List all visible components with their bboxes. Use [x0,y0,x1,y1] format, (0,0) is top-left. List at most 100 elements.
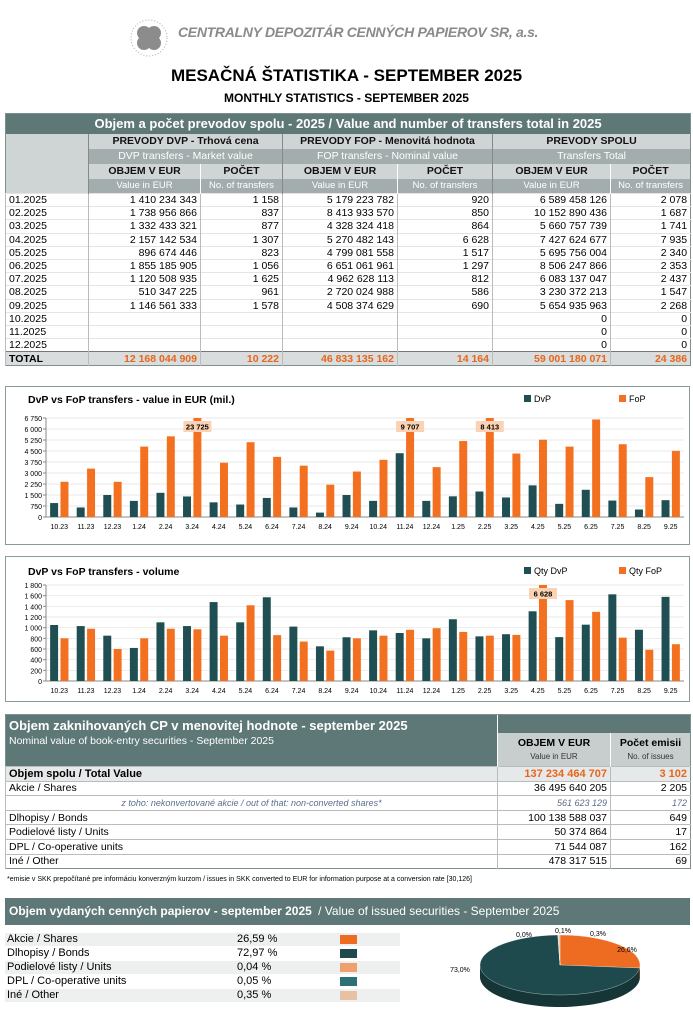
x-tick-label: 1.24 [132,524,146,531]
bar [395,633,404,681]
bar [379,635,388,681]
bar [50,625,59,681]
cell-value: 877 [200,219,283,234]
row-label: Objem spolu / Total Value [5,766,498,782]
group-name: PREVODY DVP - Trhová cena [88,133,283,149]
cell-value [397,338,493,352]
cell-value: 1 517 [397,245,493,260]
bar [592,419,601,517]
cell-value: 0 [609,324,691,339]
x-tick-label: 7.25 [611,524,625,531]
transfers-table: Objem a počet prevodov spolu - 2025 / Va… [5,113,692,367]
x-tick-label: 12.23 [104,524,122,531]
cell-value: 1 120 508 935 [88,272,201,286]
value-label-bg [183,421,212,432]
bar [432,628,441,681]
cell-value: 1 158 [200,192,283,207]
col-head: Počet emisii [619,737,682,750]
row-label: 09.2025 [5,298,89,313]
cell-value: 2 268 [609,298,691,313]
legend-swatch [340,963,357,972]
y-tick-label: 1 200 [24,615,42,622]
cell-value: 0 [492,311,611,326]
cell-value: 510 347 225 [88,285,201,299]
bar [671,450,680,517]
row-value: 26,59 % [237,933,278,945]
cell-value [200,324,283,339]
bar [645,649,654,681]
cell-value: 837 [200,206,283,220]
x-tick-label: 6.24 [265,524,279,531]
cell-value: 812 [397,272,493,286]
legend-swatch [619,567,626,574]
row-label: 06.2025 [5,258,89,273]
bar [342,495,351,517]
col-header: Počet emisii No. of issues [610,732,691,767]
cell-value: 2 205 [610,781,691,796]
col-head: POČET [609,163,691,179]
cell-value: 1 855 185 905 [88,258,201,273]
cell-value: 586 [397,285,493,299]
data-row: 06.2025 1 855 185 905 1 056 6 651 061 961 1 … [5,258,691,273]
issued-subtitle: / Value of issued securities - September… [318,904,560,918]
bar [299,641,308,681]
bar [422,500,431,517]
cell-value: 5 654 935 963 [492,298,611,313]
y-tick-label: 1 600 [24,594,42,601]
x-tick-label: 4.25 [531,524,545,531]
cell-value: 17 [610,824,691,840]
cell-value: 850 [397,206,493,220]
cell-value: 561 623 129 [497,795,611,811]
bar [326,484,335,517]
cell-value: 2 353 [609,258,691,273]
legend-swatch [524,395,531,402]
bar [315,512,324,517]
bar [50,503,59,517]
row-value: 72,97 % [237,947,278,959]
total-row: TOTAL 12 168 044 909 10 222 46 833 135 162 1… [5,351,691,366]
legend-swatch [524,567,531,574]
cell-value: 5 179 223 782 [282,192,398,207]
data-row: DPL / Co-operative units 71 544 087 162 [5,839,691,855]
data-row: 09.2025 1 146 561 333 1 578 4 508 374 629 69… [5,298,691,313]
bar [369,630,378,681]
bar [581,489,590,517]
row-label: 01.2025 [5,192,89,207]
row-label: Dlhopisy / Bonds [7,947,90,959]
x-tick-label: 3.25 [504,688,518,695]
y-tick-label: 1 500 [24,493,42,500]
row-label: DPL / Co-operative units [5,839,498,855]
bar [422,638,431,681]
x-tick-label: 9.25 [664,524,678,531]
x-tick-label: 2.24 [159,688,173,695]
cell-value: 4 962 628 113 [282,272,398,286]
col-head: OBJEM V EUR [282,163,398,179]
cell-value: 69 [610,854,691,869]
header-cell: Objem zaknihovaných CP v menovitej hodno… [5,714,498,767]
corner [5,133,89,194]
bar [262,497,271,517]
cell-value: 2 437 [609,272,691,286]
issued-row: Dlhopisy / Bonds 72,97 % [5,947,400,960]
header-row: OBJEM V EUR Value in EUR Počet emisii No. o… [6,732,691,767]
bar [565,446,574,517]
cell-value: 2 157 142 534 [88,232,201,247]
x-tick-label: 11.23 [77,524,94,531]
data-row: Objem spolu / Total Value 137 234 464 707… [5,766,691,782]
col-head: POČET [200,163,283,179]
value-label: 9 707 [401,423,420,432]
y-tick-label: 0 [38,515,42,522]
col-unit: No. of transfers [609,178,691,194]
group-sub: DVP transfers - Market value [88,148,283,164]
header-row: OBJEM V EUR POČET OBJEM V EUR POČET OBJEM V … [6,163,691,179]
bar [502,634,511,681]
data-row: Podielové listy / Units 50 374 864 17 [5,824,691,840]
x-tick-label: 6.24 [265,688,279,695]
header-row: Objem zaknihovaných CP v menovitej hodno… [5,714,691,767]
cell-value: 172 [610,795,691,811]
cell-value: 6 651 061 961 [282,258,398,273]
x-tick-label: 1.25 [451,688,465,695]
bar [512,453,521,517]
col-unit: Value in EUR [282,178,398,194]
bar [209,502,218,517]
